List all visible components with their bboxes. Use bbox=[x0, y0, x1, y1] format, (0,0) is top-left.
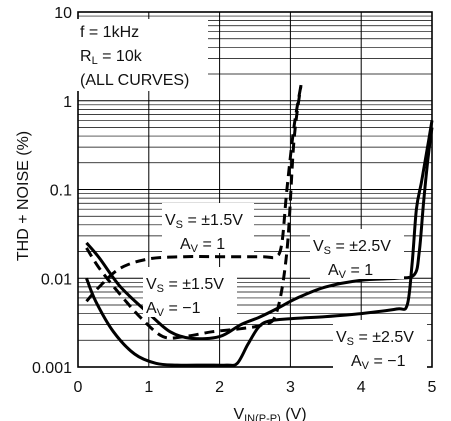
svg-text:AV = −1: AV = −1 bbox=[146, 300, 201, 319]
x-tick-label: 3 bbox=[286, 379, 295, 396]
x-tick-label: 4 bbox=[357, 379, 366, 396]
x-tick-label: 2 bbox=[215, 379, 224, 396]
condition-load: RL = 10k bbox=[80, 48, 143, 67]
curve-3 bbox=[85, 120, 434, 367]
y-tick-label: 0.01 bbox=[41, 271, 72, 288]
x-tick-label: 1 bbox=[144, 379, 153, 396]
svg-text:AV = −1: AV = −1 bbox=[351, 353, 406, 372]
conditions-block: f = 1kHz RL = 10k (ALL CURVES) bbox=[77, 19, 208, 91]
label-vs25-av1: VS = ±2.5V AV = 1 bbox=[310, 229, 404, 281]
y-axis-title: THD + NOISE (%) bbox=[15, 131, 32, 261]
y-tick-label: 0.1 bbox=[50, 183, 72, 200]
label-vs25-avm1: VS = ±2.5V AV = −1 bbox=[333, 320, 427, 372]
y-tick-label: 1 bbox=[63, 94, 72, 111]
x-tick-label: 0 bbox=[74, 379, 83, 396]
svg-text:VS = ±1.5V: VS = ±1.5V bbox=[165, 212, 243, 231]
svg-text:VS = ±1.5V: VS = ±1.5V bbox=[146, 276, 224, 295]
svg-text:VS = ±2.5V: VS = ±2.5V bbox=[336, 329, 414, 348]
condition-all-curves: (ALL CURVES) bbox=[80, 72, 189, 89]
curve-0 bbox=[85, 84, 303, 303]
svg-text:AV = 1: AV = 1 bbox=[180, 236, 225, 255]
plot-frame bbox=[77, 11, 433, 368]
condition-frequency: f = 1kHz bbox=[80, 24, 139, 41]
label-vs15-avm1: VS = ±1.5V AV = −1 bbox=[143, 267, 237, 319]
x-tick-label: 5 bbox=[428, 379, 437, 396]
tick-labels: 0 1 2 3 4 5 0.001 0.01 0.1 1 10 bbox=[32, 5, 437, 396]
x-axis-title: VIN(P-P) (V) bbox=[233, 406, 306, 421]
label-vs15-av1: VS = ±1.5V AV = 1 bbox=[162, 203, 254, 255]
y-tick-label: 0.001 bbox=[32, 360, 72, 377]
svg-text:VS = ±2.5V: VS = ±2.5V bbox=[313, 238, 391, 257]
y-tick-label: 10 bbox=[54, 5, 72, 22]
svg-text:AV = 1: AV = 1 bbox=[328, 262, 373, 281]
